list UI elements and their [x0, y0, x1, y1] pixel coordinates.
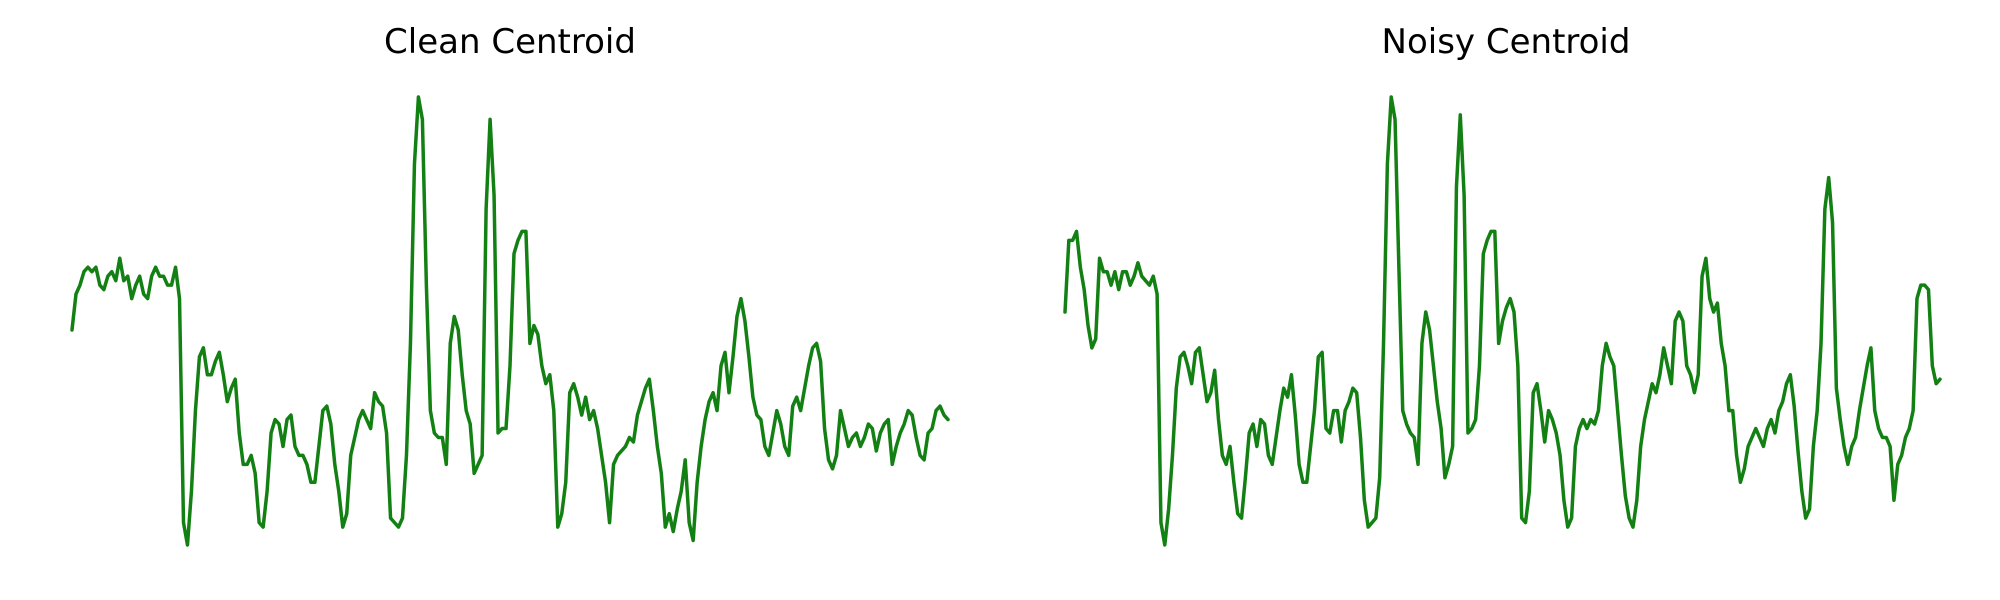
chart-title: Clean Centroid [384, 22, 636, 62]
chart-panel-noisy: Noisy Centroid [1000, 0, 2000, 600]
series-line [1063, 95, 1942, 547]
plot-area-noisy [1063, 95, 1942, 547]
chart-panel-clean: Clean Centroid [70, 22, 950, 547]
plot-area-clean [70, 95, 950, 547]
series-line [70, 95, 950, 547]
chart-title: Noisy Centroid [1381, 22, 1631, 62]
